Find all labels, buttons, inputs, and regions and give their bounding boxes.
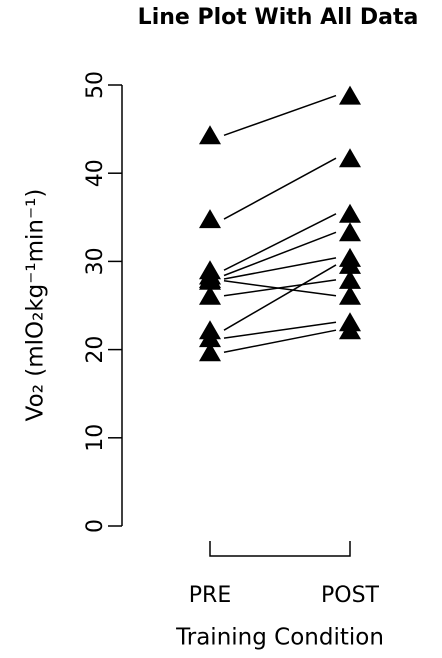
pair-line xyxy=(223,94,337,136)
x-tick-label: POST xyxy=(321,583,380,608)
y-tick-label: 30 xyxy=(83,247,108,275)
triangle-point xyxy=(199,342,221,362)
triangle-point xyxy=(199,125,221,145)
triangle-point xyxy=(199,285,221,305)
x-axis xyxy=(209,541,351,557)
triangle-point xyxy=(339,203,361,223)
pair-line xyxy=(223,321,337,339)
pair-line xyxy=(223,264,337,331)
x-tick-label: PRE xyxy=(189,583,231,608)
triangle-point xyxy=(199,270,221,290)
triangle-point xyxy=(339,269,361,289)
y-tick-label: 20 xyxy=(83,336,108,364)
x-axis-label: Training Condition xyxy=(175,625,384,651)
y-tick-label: 0 xyxy=(83,519,108,533)
triangle-point xyxy=(339,222,361,242)
chart-title: Line Plot With All Data xyxy=(138,5,419,30)
pair-line xyxy=(223,157,337,220)
pair-line xyxy=(223,231,337,277)
y-axis-label: Vo₂ (mlO₂kg⁻¹min⁻¹) xyxy=(23,189,49,422)
y-tick-label: 10 xyxy=(83,424,108,452)
pair-line xyxy=(223,329,337,353)
triangle-point xyxy=(339,148,361,168)
triangle-point xyxy=(339,254,361,274)
pair-line xyxy=(223,213,337,271)
triangle-point xyxy=(199,209,221,229)
y-tick-label: 40 xyxy=(83,159,108,187)
pair-line xyxy=(223,279,337,297)
triangle-point xyxy=(339,320,361,340)
triangle-point xyxy=(339,285,361,305)
pair-line xyxy=(223,257,337,280)
triangle-point xyxy=(199,328,221,348)
y-tick-label: 50 xyxy=(83,71,108,99)
triangle-point xyxy=(339,85,361,105)
